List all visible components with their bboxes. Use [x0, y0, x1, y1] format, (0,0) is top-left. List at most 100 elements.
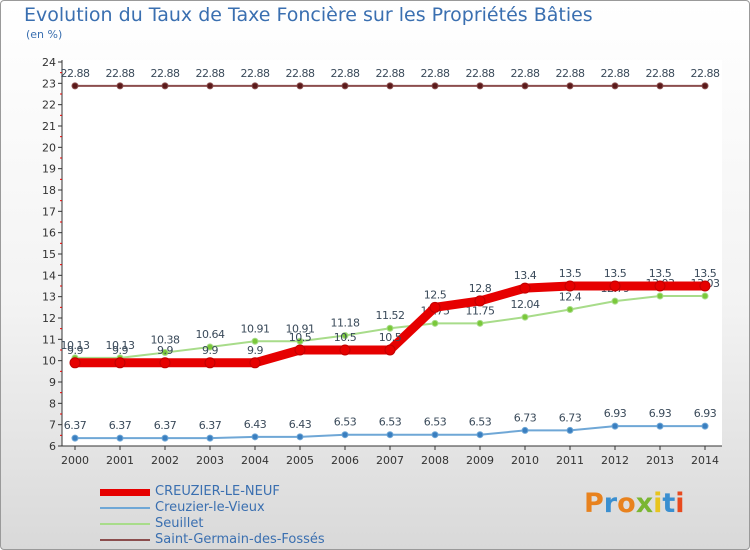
- logo-letter: P: [584, 488, 604, 519]
- y-tick-label: 9: [49, 376, 56, 389]
- x-tick-label: 2003: [196, 454, 224, 467]
- data-label-seuillet: 10.13: [106, 339, 135, 352]
- data-point-creuzier-le-neuf: [69, 357, 81, 369]
- y-tick-label: 16: [42, 227, 56, 240]
- legend-swatch-seuillet: [100, 523, 150, 525]
- data-point-creuzier-le-neuf: [339, 344, 351, 356]
- y-tick-label: 6: [49, 440, 56, 453]
- data-label-creuzier-le-neuf: 9.9: [247, 344, 263, 357]
- data-label-saint-germain-des-foss-s: 22.88: [511, 67, 540, 80]
- data-point-creuzier-le-neuf: [519, 282, 531, 294]
- data-point-saint-germain-des-foss-s: [296, 82, 304, 90]
- data-point-seuillet: [476, 319, 484, 327]
- plot-area: [62, 60, 722, 446]
- x-tick-label: 2004: [241, 454, 269, 467]
- data-label-saint-germain-des-foss-s: 22.88: [106, 67, 135, 80]
- x-tick-label: 2002: [151, 454, 179, 467]
- data-point-seuillet: [701, 292, 709, 300]
- y-tick-label: 17: [42, 205, 56, 218]
- data-point-creuzier-le-vieux: [161, 434, 169, 442]
- x-tick-label: 2005: [286, 454, 314, 467]
- data-point-creuzier-le-neuf: [699, 280, 711, 292]
- data-point-saint-germain-des-foss-s: [611, 82, 619, 90]
- data-point-creuzier-le-neuf: [474, 295, 486, 307]
- data-point-creuzier-le-vieux: [341, 431, 349, 439]
- y-tick-label: 12: [42, 312, 56, 325]
- legend-swatch-creuzier-le-neuf: [100, 489, 150, 496]
- data-label-creuzier-le-vieux: 6.93: [694, 407, 717, 420]
- y-tick-label: 13: [42, 291, 56, 304]
- y-tick-label: 11: [42, 333, 56, 346]
- x-tick-label: 2014: [691, 454, 719, 467]
- data-point-seuillet: [566, 305, 574, 313]
- legend-label-seuillet: Seuillet: [155, 516, 204, 531]
- x-tick-label: 2013: [646, 454, 674, 467]
- y-tick-label: 23: [42, 77, 56, 90]
- y-tick-label: 24: [42, 56, 56, 69]
- y-tick-label: 22: [42, 99, 56, 112]
- data-point-saint-germain-des-foss-s: [206, 82, 214, 90]
- data-point-creuzier-le-vieux: [296, 433, 304, 441]
- data-label-creuzier-le-vieux: 6.93: [649, 407, 672, 420]
- data-point-saint-germain-des-foss-s: [566, 82, 574, 90]
- data-label-seuillet: 12.04: [511, 298, 540, 311]
- y-tick-label: 14: [42, 269, 56, 282]
- x-tick-label: 2001: [106, 454, 134, 467]
- logo-letter: i: [675, 488, 685, 519]
- data-point-creuzier-le-neuf: [249, 357, 261, 369]
- data-point-creuzier-le-vieux: [116, 434, 124, 442]
- x-tick-label: 2009: [466, 454, 494, 467]
- data-label-creuzier-le-neuf: 9.9: [67, 344, 83, 357]
- data-label-seuillet: 11.18: [331, 316, 360, 329]
- data-point-creuzier-le-neuf: [204, 357, 216, 369]
- x-tick-label: 2000: [61, 454, 89, 467]
- data-point-creuzier-le-vieux: [386, 431, 394, 439]
- data-point-creuzier-le-neuf: [654, 280, 666, 292]
- y-tick-label: 19: [42, 163, 56, 176]
- data-point-seuillet: [521, 313, 529, 321]
- data-label-seuillet: 10.64: [196, 328, 225, 341]
- logo-letter: r: [603, 488, 618, 519]
- legend-swatch-saint-germain: [100, 539, 150, 541]
- legend-label-saint-germain: Saint-Germain-des-Fossés: [155, 532, 325, 547]
- data-point-seuillet: [431, 319, 439, 327]
- data-label-saint-germain-des-foss-s: 22.88: [556, 67, 585, 80]
- data-label-saint-germain-des-foss-s: 22.88: [241, 67, 270, 80]
- logo-letter: i: [653, 488, 663, 519]
- data-label-seuillet: 10.13: [61, 339, 90, 352]
- y-tick-label: 8: [49, 397, 56, 410]
- y-tick-label: 18: [42, 184, 56, 197]
- data-point-saint-germain-des-foss-s: [656, 82, 664, 90]
- data-label-creuzier-le-vieux: 6.43: [289, 418, 312, 431]
- data-point-saint-germain-des-foss-s: [431, 82, 439, 90]
- data-point-creuzier-le-neuf: [384, 344, 396, 356]
- data-label-creuzier-le-neuf: 9.9: [157, 344, 173, 357]
- x-tick-label: 2012: [601, 454, 629, 467]
- data-label-creuzier-le-neuf: 13.4: [514, 269, 537, 282]
- data-point-creuzier-le-neuf: [609, 280, 621, 292]
- data-label-saint-germain-des-foss-s: 22.88: [61, 67, 90, 80]
- data-label-creuzier-le-vieux: 6.53: [379, 416, 402, 429]
- legend-swatch-creuzier-le-vieux: [100, 507, 150, 509]
- data-label-creuzier-le-neuf: 13.5: [604, 267, 627, 280]
- data-point-seuillet: [341, 331, 349, 339]
- data-point-creuzier-le-neuf: [429, 301, 441, 313]
- data-label-creuzier-le-vieux: 6.43: [244, 418, 267, 431]
- data-label-saint-germain-des-foss-s: 22.88: [196, 67, 225, 80]
- data-label-creuzier-le-neuf: 12.8: [469, 282, 492, 295]
- y-tick-label: 15: [42, 248, 56, 261]
- data-label-saint-germain-des-foss-s: 22.88: [691, 67, 720, 80]
- data-point-creuzier-le-vieux: [251, 433, 259, 441]
- data-label-creuzier-le-neuf: 13.5: [559, 267, 582, 280]
- data-point-seuillet: [161, 349, 169, 357]
- data-point-seuillet: [251, 337, 259, 345]
- data-point-seuillet: [611, 297, 619, 305]
- data-label-creuzier-le-neuf: 10.5: [334, 331, 357, 344]
- data-label-saint-germain-des-foss-s: 22.88: [286, 67, 315, 80]
- data-label-seuillet: 10.38: [151, 334, 180, 347]
- data-point-saint-germain-des-foss-s: [521, 82, 529, 90]
- data-point-creuzier-le-neuf: [159, 357, 171, 369]
- logo-letter: x: [635, 488, 654, 519]
- data-label-saint-germain-des-foss-s: 22.88: [376, 67, 405, 80]
